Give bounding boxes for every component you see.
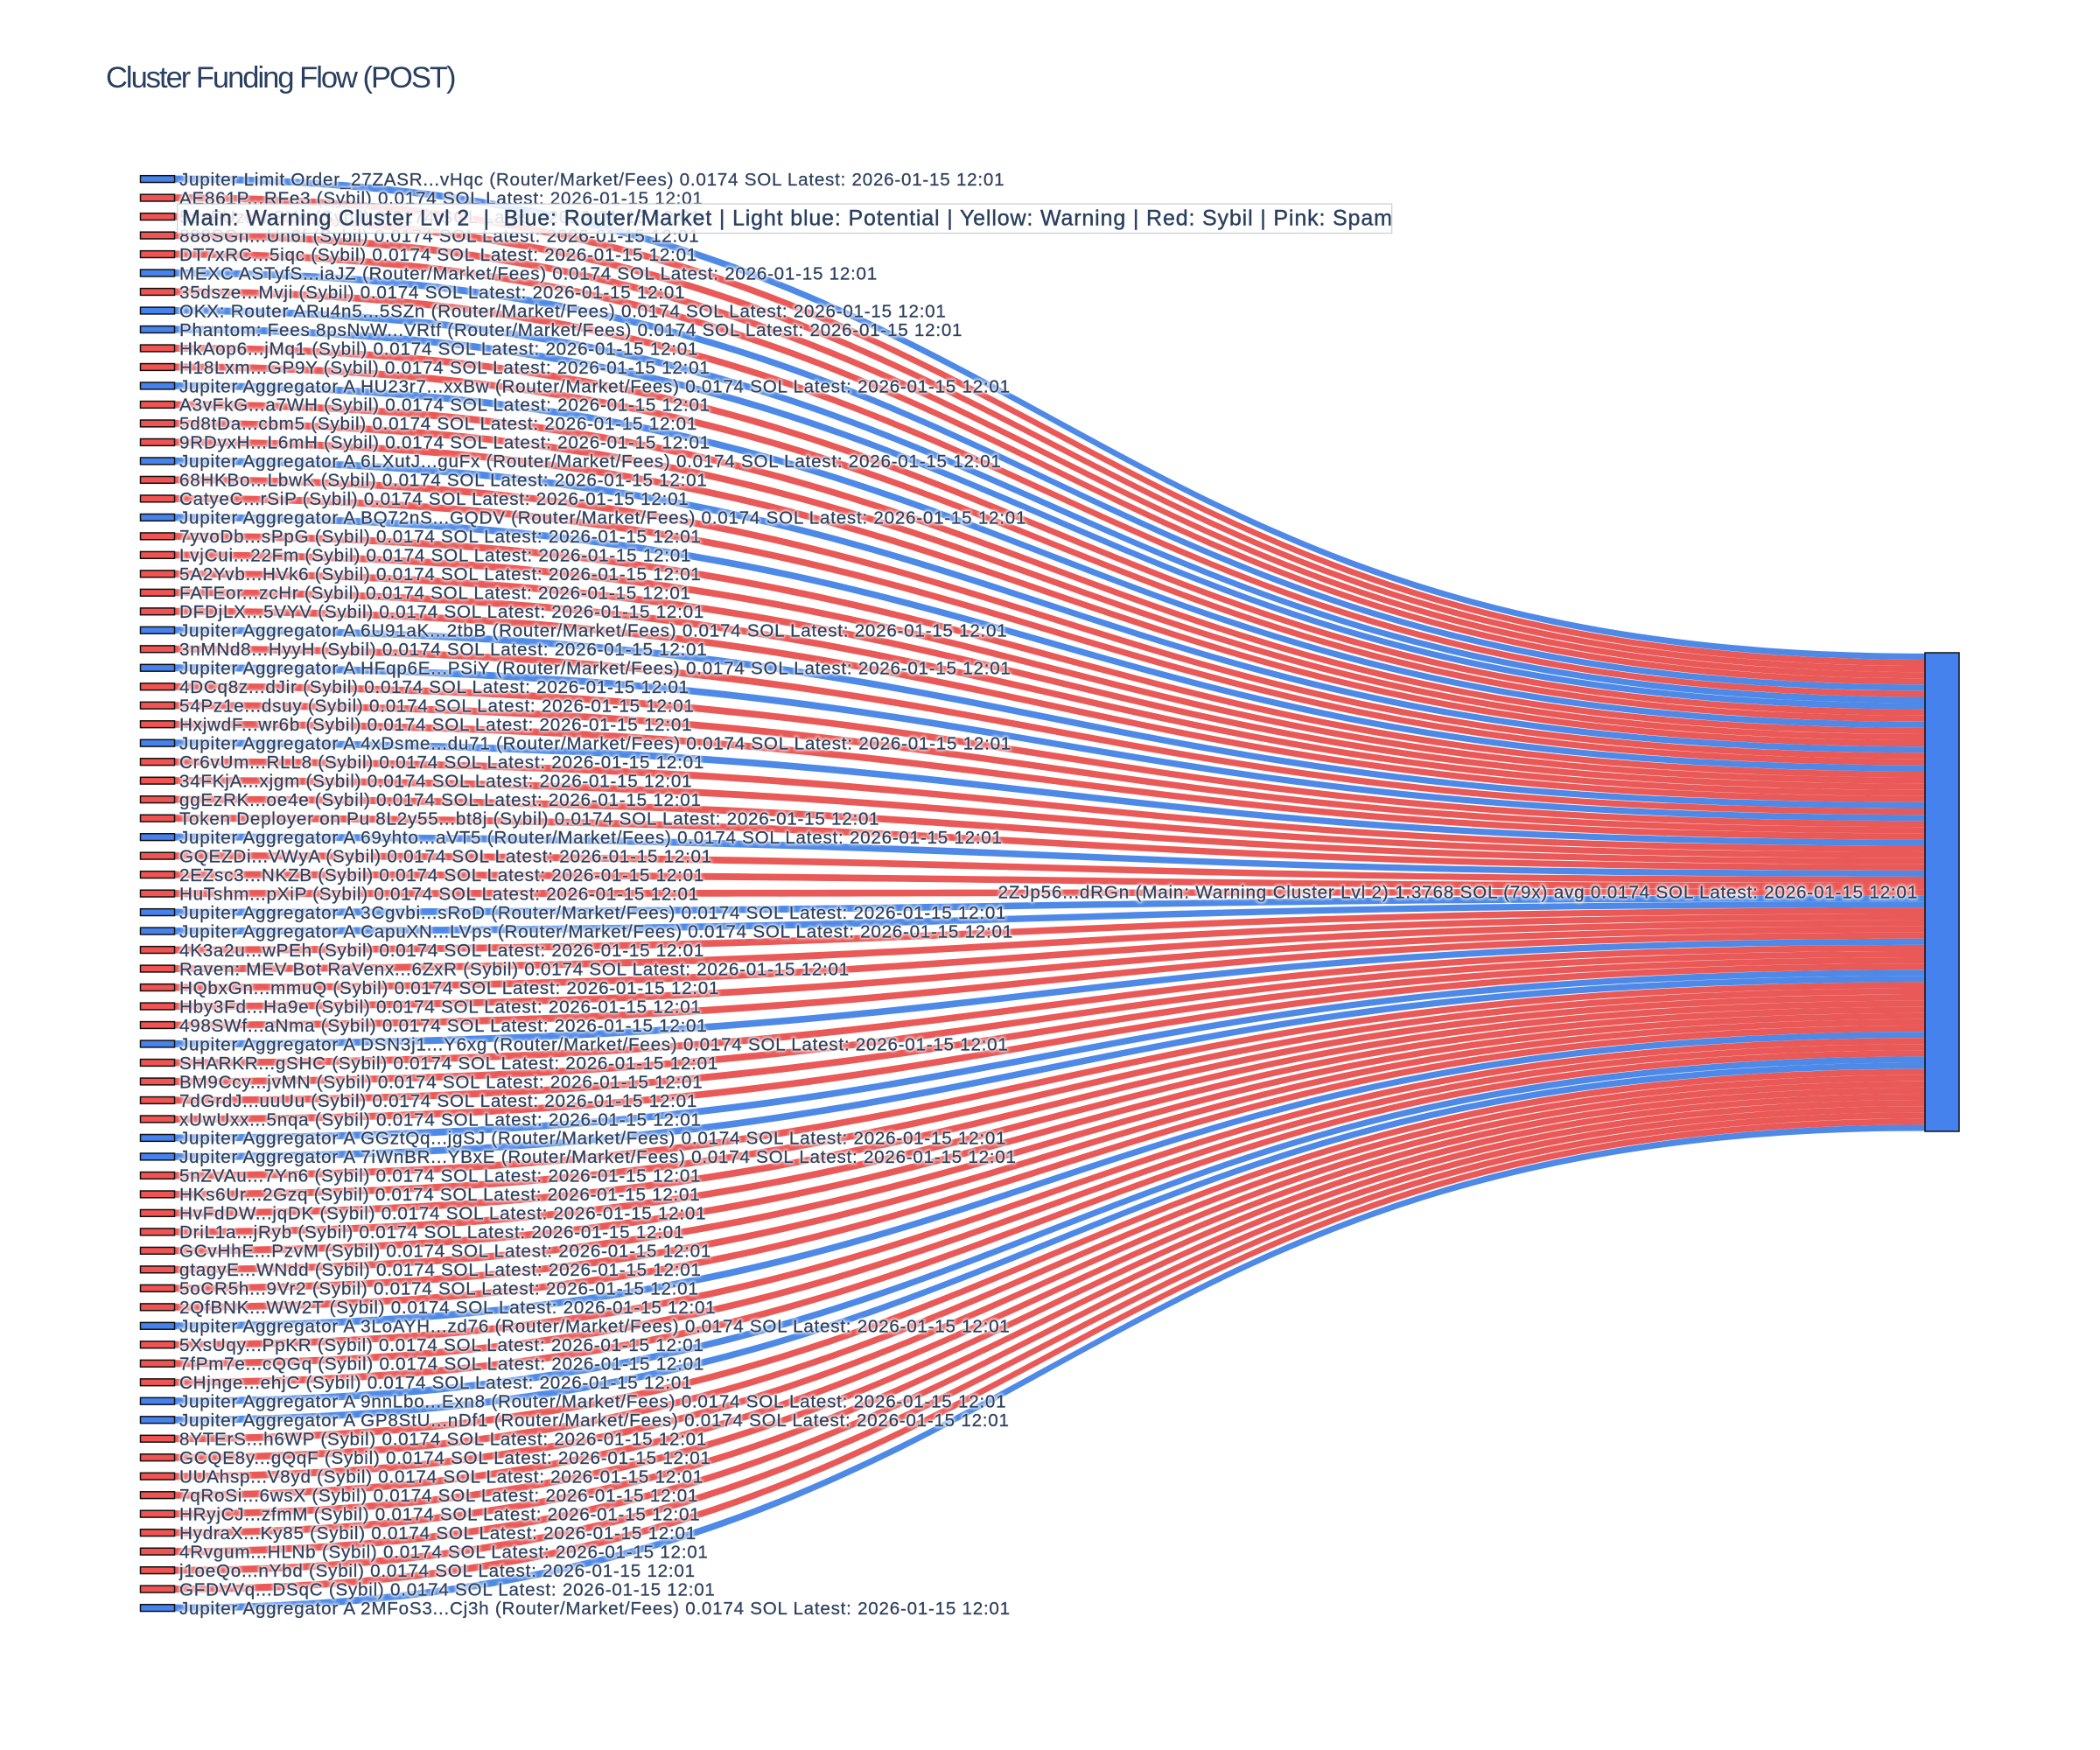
svg-text:Token Deployer on Pu 8L2y55...: Token Deployer on Pu 8L2y55...bt8j (Sybi…: [179, 808, 879, 829]
svg-text:3nMNd8...HyyH (Sybil) 0.0174 S: 3nMNd8...HyyH (Sybil) 0.0174 SOL Latest:…: [179, 640, 707, 660]
svg-text:Main: Warning Cluster Lvl 2 |: Main: Warning Cluster Lvl 2 | Blue: Rout…: [182, 206, 1393, 231]
svg-text:Jupiter Aggregator A GGztQq...: Jupiter Aggregator A GGztQq...jgSJ (Rout…: [179, 1129, 1006, 1149]
svg-text:68HKBo...LbwK (Sybil) 0.0174 S: 68HKBo...LbwK (Sybil) 0.0174 SOL Latest:…: [179, 471, 708, 491]
svg-text:HRyjCJ...zfmM (Sybil) 0.0174 S: HRyjCJ...zfmM (Sybil) 0.0174 SOL Latest:…: [179, 1504, 700, 1524]
svg-text:UUAhsp...V8yd (Sybil) 0.0174 S: UUAhsp...V8yd (Sybil) 0.0174 SOL Latest:…: [179, 1467, 704, 1488]
svg-text:DriL1a...jRyb (Sybil) 0.0174 S: DriL1a...jRyb (Sybil) 0.0174 SOL Latest:…: [179, 1222, 684, 1242]
svg-text:BM9Ccy...jvMN (Sybil) 0.0174 S: BM9Ccy...jvMN (Sybil) 0.0174 SOL Latest:…: [179, 1072, 703, 1092]
svg-text:HkAop6...jMq1 (Sybil) 0.0174 S: HkAop6...jMq1 (Sybil) 0.0174 SOL Latest:…: [179, 339, 698, 359]
svg-text:HvFdDW...jqDK (Sybil) 0.0174 S: HvFdDW...jqDK (Sybil) 0.0174 SOL Latest:…: [179, 1204, 706, 1224]
svg-text:5oCR5h...9Vr2 (Sybil) 0.0174 S: 5oCR5h...9Vr2 (Sybil) 0.0174 SOL Latest:…: [179, 1279, 699, 1299]
svg-text:SHARKR...gSHC (Sybil) 0.0174 S: SHARKR...gSHC (Sybil) 0.0174 SOL Latest:…: [179, 1054, 718, 1074]
svg-text:GQEZDi...VWyA (Sybil) 0.0174 S: GQEZDi...VWyA (Sybil) 0.0174 SOL Latest:…: [179, 846, 712, 866]
svg-text:CHjnge...ehjC (Sybil) 0.0174 S: CHjnge...ehjC (Sybil) 0.0174 SOL Latest:…: [179, 1373, 692, 1393]
svg-text:Jupiter Aggregator A 7iWnBR...: Jupiter Aggregator A 7iWnBR...YBxE (Rout…: [179, 1147, 1017, 1167]
svg-text:Jupiter Aggregator A CapuXN...: Jupiter Aggregator A CapuXN...LVps (Rout…: [179, 921, 1013, 942]
svg-text:5A2Yvb...HVk6 (Sybil) 0.0174 S: 5A2Yvb...HVk6 (Sybil) 0.0174 SOL Latest:…: [179, 564, 702, 584]
svg-text:ggEzRK...oe4e (Sybil) 0.0174 S: ggEzRK...oe4e (Sybil) 0.0174 SOL Latest:…: [179, 790, 702, 810]
svg-text:4K3a2u...wPEh (Sybil) 0.0174 S: 4K3a2u...wPEh (Sybil) 0.0174 SOL Latest:…: [179, 941, 704, 961]
svg-text:CatyeC...rSiP (Sybil) 0.0174 S: CatyeC...rSiP (Sybil) 0.0174 SOL Latest:…: [179, 489, 690, 509]
svg-text:HKs6Ur...2Gzq (Sybil) 0.0174 S: HKs6Ur...2Gzq (Sybil) 0.0174 SOL Latest:…: [179, 1185, 700, 1205]
svg-text:2EZsc3...NKZB (Sybil) 0.0174 S: 2EZsc3...NKZB (Sybil) 0.0174 SOL Latest:…: [179, 865, 704, 886]
svg-text:Jupiter Aggregator A 9nnLbo...: Jupiter Aggregator A 9nnLbo...Exn8 (Rout…: [179, 1392, 1006, 1412]
svg-text:xUwUxx...5nqa (Sybil) 0.0174 S: xUwUxx...5nqa (Sybil) 0.0174 SOL Latest:…: [179, 1110, 702, 1130]
svg-text:Cluster Funding Flow (POST): Cluster Funding Flow (POST): [106, 61, 455, 94]
svg-text:GCQE8y...gQqF (Sybil) 0.0174 S: GCQE8y...gQqF (Sybil) 0.0174 SOL Latest:…: [179, 1448, 711, 1468]
svg-text:gtagyE...WNdd (Sybil) 0.0174 S: gtagyE...WNdd (Sybil) 0.0174 SOL Latest:…: [179, 1260, 702, 1280]
svg-text:Jupiter Aggregator A HFqp6E...: Jupiter Aggregator A HFqp6E...PSiY (Rout…: [179, 659, 1012, 679]
svg-text:54Pz1e...dsuy (Sybil) 0.0174 S: 54Pz1e...dsuy (Sybil) 0.0174 SOL Latest:…: [179, 696, 695, 717]
svg-text:j1oeQo...nYbd (Sybil) 0.0174 S: j1oeQo...nYbd (Sybil) 0.0174 SOL Latest:…: [178, 1561, 696, 1581]
svg-text:Jupiter Aggregator A 6U91aK...: Jupiter Aggregator A 6U91aK...2tbB (Rout…: [179, 621, 1007, 641]
svg-text:DT7xRC...5iqc (Sybil) 0.0174 S: DT7xRC...5iqc (Sybil) 0.0174 SOL Latest:…: [179, 245, 697, 265]
svg-text:HxjwdF...wr6b (Sybil) 0.0174 S: HxjwdF...wr6b (Sybil) 0.0174 SOL Latest:…: [179, 715, 692, 735]
svg-text:2QfBNK...WW2T (Sybil) 0.0174 S: 2QfBNK...WW2T (Sybil) 0.0174 SOL Latest:…: [179, 1298, 716, 1318]
svg-text:5d8tDa...cbm5 (Sybil) 0.0174 S: 5d8tDa...cbm5 (Sybil) 0.0174 SOL Latest:…: [179, 414, 697, 434]
svg-text:HuTshm...pXiP (Sybil) 0.0174 S: HuTshm...pXiP (Sybil) 0.0174 SOL Latest:…: [179, 884, 699, 904]
svg-text:Jupiter Aggregator A DSN3j1...: Jupiter Aggregator A DSN3j1...Y6xg (Rout…: [179, 1034, 1009, 1054]
svg-text:Jupiter Aggregator A 4xDsme...: Jupiter Aggregator A 4xDsme...du71 (Rout…: [179, 734, 1012, 754]
svg-text:Raven: MEV Bot RaVenx...6ZxR (: Raven: MEV Bot RaVenx...6ZxR (Sybil) 0.0…: [179, 959, 850, 979]
svg-text:498SWf...aNma (Sybil) 0.0174 S: 498SWf...aNma (Sybil) 0.0174 SOL Latest:…: [179, 1016, 707, 1036]
svg-text:LvjCui...22Fm (Sybil) 0.0174 S: LvjCui...22Fm (Sybil) 0.0174 SOL Latest:…: [179, 546, 691, 566]
svg-text:7dGrdJ...uuUu (Sybil) 0.0174 S: 7dGrdJ...uuUu (Sybil) 0.0174 SOL Latest:…: [179, 1091, 697, 1111]
svg-text:2ZJp56...dRGn (Main: Warning C: 2ZJp56...dRGn (Main: Warning Cluster Lvl…: [998, 883, 1918, 903]
svg-text:GFDVVq...DSqC (Sybil) 0.0174 S: GFDVVq...DSqC (Sybil) 0.0174 SOL Latest:…: [179, 1579, 716, 1600]
svg-text:4DCq8z...dJir (Sybil) 0.0174 S: 4DCq8z...dJir (Sybil) 0.0174 SOL Latest:…: [179, 677, 690, 697]
svg-text:Phantom: Fees 8psNvW...VRtf (R: Phantom: Fees 8psNvW...VRtf (Router/Mark…: [179, 320, 962, 340]
svg-text:A3vFkG...a7WH (Sybil) 0.0174 S: A3vFkG...a7WH (Sybil) 0.0174 SOL Latest:…: [179, 396, 710, 416]
svg-text:H18Lxm...GP9Y (Sybil) 0.0174 S: H18Lxm...GP9Y (Sybil) 0.0174 SOL Latest:…: [179, 358, 710, 378]
svg-text:OKX: Router ARu4n5...5SZn (Rou: OKX: Router ARu4n5...5SZn (Router/Market…: [179, 301, 947, 321]
svg-text:5XsUqy...PpKR (Sybil) 0.0174 S: 5XsUqy...PpKR (Sybil) 0.0174 SOL Latest:…: [179, 1335, 704, 1355]
svg-text:7yvoDb...sPpG (Sybil) 0.0174 S: 7yvoDb...sPpG (Sybil) 0.0174 SOL Latest:…: [179, 527, 702, 547]
svg-text:Jupiter Aggregator A 3LoAYH...: Jupiter Aggregator A 3LoAYH...zd76 (Rout…: [179, 1317, 1011, 1337]
svg-text:9RDyxH...L6mH (Sybil) 0.0174 S: 9RDyxH...L6mH (Sybil) 0.0174 SOL Latest:…: [179, 433, 710, 453]
svg-text:5nZVAu...7Yn6 (Sybil) 0.0174 S: 5nZVAu...7Yn6 (Sybil) 0.0174 SOL Latest:…: [179, 1166, 701, 1186]
svg-text:HQbxGn...mmuQ (Sybil) 0.0174 S: HQbxGn...mmuQ (Sybil) 0.0174 SOL Latest:…: [179, 978, 719, 998]
svg-text:Hby3Fd...Ha9e (Sybil) 0.0174 S: Hby3Fd...Ha9e (Sybil) 0.0174 SOL Latest:…: [179, 997, 702, 1017]
svg-text:Jupiter Aggregator A BQ72nS...: Jupiter Aggregator A BQ72nS...GQDV (Rout…: [179, 508, 1026, 528]
svg-text:Cr6vUm...RLL8 (Sybil) 0.0174 S: Cr6vUm...RLL8 (Sybil) 0.0174 SOL Latest:…: [179, 752, 704, 773]
svg-text:7fPm7e...cQGq (Sybil) 0.0174 S: 7fPm7e...cQGq (Sybil) 0.0174 SOL Latest:…: [179, 1354, 704, 1375]
svg-text:Jupiter Limit Order_27ZASR...v: Jupiter Limit Order_27ZASR...vHqc (Route…: [179, 170, 1004, 190]
svg-text:4Rvgum...HLNb (Sybil) 0.0174 S: 4Rvgum...HLNb (Sybil) 0.0174 SOL Latest:…: [179, 1542, 709, 1562]
svg-text:35dsze...Mvji (Sybil) 0.0174 S: 35dsze...Mvji (Sybil) 0.0174 SOL Latest:…: [179, 283, 685, 303]
svg-text:DFDjLX...5VYV (Sybil) 0.0174 S: DFDjLX...5VYV (Sybil) 0.0174 SOL Latest:…: [179, 602, 704, 622]
svg-text:Jupiter Aggregator A 2MFoS3...: Jupiter Aggregator A 2MFoS3...Cj3h (Rout…: [179, 1599, 1011, 1619]
svg-text:HydraX...Ky85 (Sybil) 0.0174 S: HydraX...Ky85 (Sybil) 0.0174 SOL Latest:…: [179, 1523, 696, 1544]
svg-text:8YTErS...h6WP (Sybil) 0.0174 S: 8YTErS...h6WP (Sybil) 0.0174 SOL Latest:…: [179, 1430, 707, 1450]
svg-text:MEXC ASTyfS...iaJZ (Router/Mar: MEXC ASTyfS...iaJZ (Router/Market/Fees) …: [179, 263, 878, 284]
svg-text:GCvHhE...PzvM (Sybil) 0.0174 S: GCvHhE...PzvM (Sybil) 0.0174 SOL Latest:…: [179, 1242, 711, 1262]
svg-text:Jupiter Aggregator A 69yhto...: Jupiter Aggregator A 69yhto...aVT5 (Rout…: [179, 828, 1003, 848]
svg-text:Jupiter Aggregator A GP8StU...: Jupiter Aggregator A GP8StU...nDf1 (Rout…: [179, 1410, 1010, 1431]
svg-text:Jupiter Aggregator A HU23r7...: Jupiter Aggregator A HU23r7...xxBw (Rout…: [179, 376, 1011, 396]
svg-text:Jupiter Aggregator A 3Cgvbi...: Jupiter Aggregator A 3Cgvbi...sRoD (Rout…: [179, 903, 1006, 923]
svg-text:7qRoSi...6wsX (Sybil) 0.0174 S: 7qRoSi...6wsX (Sybil) 0.0174 SOL Latest:…: [179, 1486, 698, 1506]
svg-text:FATEor...zcHr (Sybil) 0.0174 S: FATEor...zcHr (Sybil) 0.0174 SOL Latest:…: [179, 584, 691, 604]
svg-text:34FKjA...xjgm (Sybil) 0.0174 S: 34FKjA...xjgm (Sybil) 0.0174 SOL Latest:…: [179, 771, 692, 791]
svg-text:Jupiter Aggregator A 6LXutJ...: Jupiter Aggregator A 6LXutJ...guFx (Rout…: [179, 452, 1002, 472]
